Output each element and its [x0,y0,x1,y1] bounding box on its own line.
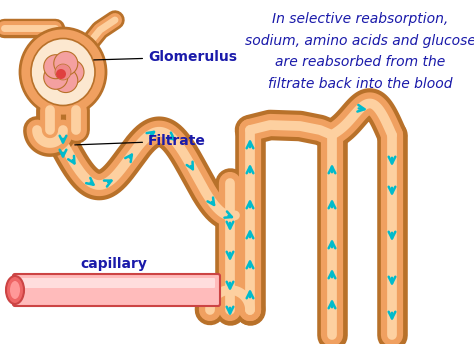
Ellipse shape [6,276,24,304]
Text: In selective reabsorption,
sodium, amino acids and glucose
are reabsorbed from t: In selective reabsorption, sodium, amino… [245,12,474,91]
Ellipse shape [20,28,106,116]
Text: capillary: capillary [80,257,147,271]
FancyBboxPatch shape [18,278,215,288]
Text: Filtrate: Filtrate [75,134,206,148]
Circle shape [54,52,78,75]
Circle shape [55,64,71,80]
Circle shape [54,68,78,93]
Circle shape [44,65,68,89]
Ellipse shape [10,281,20,299]
Ellipse shape [31,39,95,106]
Circle shape [60,60,84,84]
Circle shape [44,55,68,79]
Circle shape [56,69,66,79]
Text: Glomerulus: Glomerulus [94,50,237,64]
FancyBboxPatch shape [13,274,220,306]
